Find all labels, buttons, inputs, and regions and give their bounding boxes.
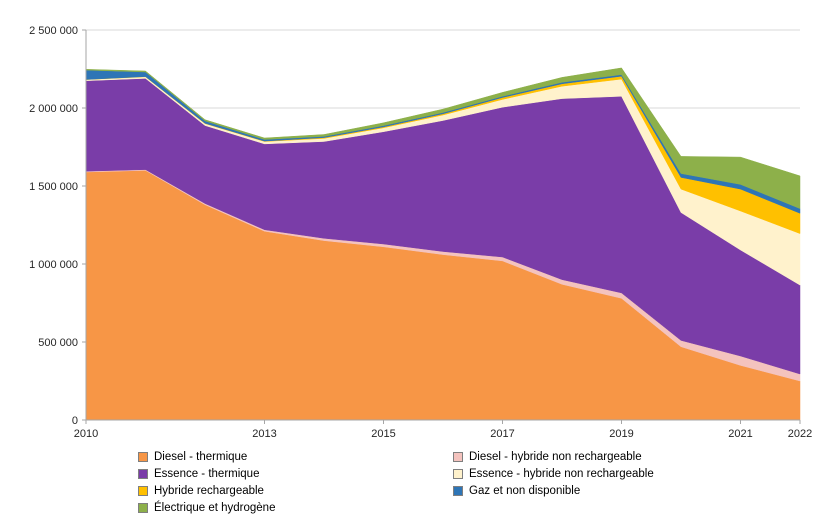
y-tick-label: 1 000 000 xyxy=(29,259,78,271)
y-tick-label: 500 000 xyxy=(38,337,78,349)
x-tick-label: 2015 xyxy=(371,428,395,440)
legend-swatch-hybride-rechargeable xyxy=(138,486,148,496)
y-tick-label: 2 500 000 xyxy=(29,25,78,37)
y-tick-label: 2 000 000 xyxy=(29,103,78,115)
legend-label-essence-hybride: Essence - hybride non rechargeable xyxy=(469,468,654,480)
legend-label-hybride-rechargeable: Hybride rechargeable xyxy=(154,485,264,497)
legend-swatch-diesel-hybride xyxy=(453,452,463,462)
legend-swatch-electrique xyxy=(138,503,148,513)
legend-item-hybride-rechargeable: Hybride rechargeable xyxy=(138,484,453,498)
x-tick-label: 2019 xyxy=(609,428,633,440)
legend-label-electrique: Électrique et hydrogène xyxy=(154,502,276,514)
legend-label-essence-thermique: Essence - thermique xyxy=(154,468,260,480)
x-tick-label: 2013 xyxy=(252,428,276,440)
area-series-6 xyxy=(85,67,801,209)
legend-label-diesel-hybride: Diesel - hybride non rechargeable xyxy=(469,451,642,463)
stacked-area-chart: 0 500 000 1 000 000 1 500 000 2 000 000 2 500… xyxy=(29,25,812,440)
legend-item-essence-thermique: Essence - thermique xyxy=(138,467,453,481)
legend-label-diesel-thermique: Diesel - thermique xyxy=(154,451,248,463)
legend-item-diesel-hybride: Diesel - hybride non rechargeable xyxy=(453,450,818,464)
legend-item-diesel-thermique: Diesel - thermique xyxy=(138,450,453,464)
y-tick-label: 0 xyxy=(72,415,78,427)
x-tick-label: 2021 xyxy=(728,428,752,440)
legend-label-gaz: Gaz et non disponible xyxy=(469,485,581,497)
legend-item-gaz: Gaz et non disponible xyxy=(453,484,818,498)
legend-swatch-essence-hybride xyxy=(453,469,463,479)
legend-item-essence-hybride: Essence - hybride non rechargeable xyxy=(453,467,818,481)
legend-item-electrique: Électrique et hydrogène xyxy=(138,501,453,515)
legend-swatch-essence-thermique xyxy=(138,469,148,479)
legend-swatch-diesel-thermique xyxy=(138,452,148,462)
y-tick-label: 1 500 000 xyxy=(29,181,78,193)
legend-swatch-gaz xyxy=(453,486,463,496)
x-tick-label: 2010 xyxy=(74,428,98,440)
chart-legend: Diesel - thermique Diesel - hybride non … xyxy=(138,450,818,515)
x-tick-label: 2022 xyxy=(788,428,812,440)
x-tick-label: 2017 xyxy=(490,428,514,440)
